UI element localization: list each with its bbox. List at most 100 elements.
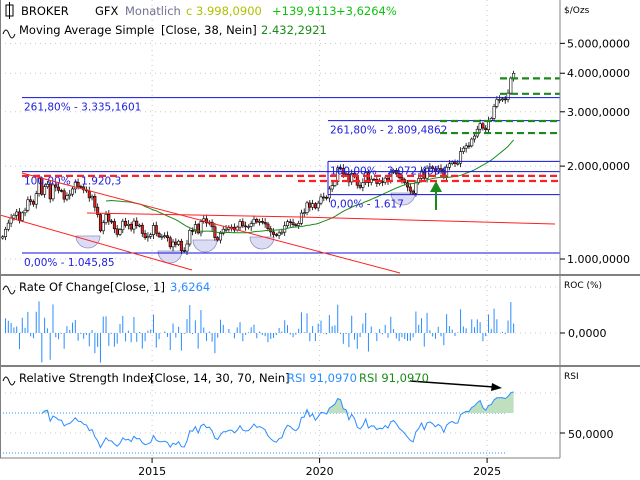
candle-down xyxy=(96,206,100,215)
rsi-arrow-icon xyxy=(491,383,502,391)
candle-down xyxy=(422,170,426,179)
rsi-value: RSI 91,0970 xyxy=(287,371,357,385)
candle-up xyxy=(249,223,253,227)
candle-down xyxy=(503,98,507,101)
candle-up xyxy=(299,212,303,224)
candle-down xyxy=(196,224,200,234)
candle-up xyxy=(478,123,482,130)
candle-up xyxy=(23,209,27,214)
candle-down xyxy=(255,218,259,223)
rsi-title: Relative Strength Index xyxy=(19,371,154,385)
candle-down xyxy=(157,232,161,237)
candle-up xyxy=(101,222,105,232)
candle-up xyxy=(160,236,164,238)
fibonacci-level-label: 100,00% - 1.920,3 xyxy=(24,176,121,188)
candle-down xyxy=(82,186,86,191)
time-tick-label: 2020 xyxy=(306,465,334,478)
candle-up xyxy=(171,241,175,248)
roc-legend: Rate Of Change [Close, 1] 3,6264 ROC (%)… xyxy=(2,280,607,340)
candle-up xyxy=(73,182,77,190)
candle-up xyxy=(280,231,284,234)
candle-up xyxy=(311,203,315,208)
candle-down xyxy=(484,127,488,130)
candle-down xyxy=(62,190,66,200)
candle-down xyxy=(313,203,317,209)
candle-up xyxy=(305,202,309,213)
indicator-icon xyxy=(2,285,16,295)
candle-down xyxy=(79,186,83,188)
candle-up xyxy=(193,224,197,232)
candle-down xyxy=(124,220,128,226)
candle-up xyxy=(68,193,72,196)
candle-down xyxy=(366,172,370,183)
candle-up xyxy=(450,161,454,165)
candle-down xyxy=(272,231,276,235)
candle-up xyxy=(37,178,41,194)
candle-down xyxy=(325,196,329,199)
axes: 1.000,0000 2.000,0000 3.000,0000 4.000,0000… xyxy=(138,37,630,478)
candle-up xyxy=(6,222,10,230)
candle-up xyxy=(297,223,301,226)
candle-down xyxy=(48,184,52,200)
candle-down xyxy=(210,221,214,228)
candle-down xyxy=(406,182,410,188)
fibonacci-level-label: 100,00% - 2.072,4954 xyxy=(330,165,448,177)
candle-down xyxy=(165,235,169,239)
symbol: BROKER xyxy=(21,4,69,18)
candle-up xyxy=(447,163,451,168)
time-tick-label: 2015 xyxy=(138,465,166,478)
roc-params: [Close, 1] xyxy=(110,280,165,294)
candle-up xyxy=(459,151,463,164)
candle-up xyxy=(4,229,8,238)
candle-up xyxy=(498,99,502,101)
candle-down xyxy=(294,224,298,226)
candle-down xyxy=(54,184,58,188)
candle-up xyxy=(126,223,130,226)
candle-down xyxy=(431,166,435,169)
candle-down xyxy=(143,233,147,239)
price-tick-label: 4.000,0000 xyxy=(567,67,630,80)
candle-down xyxy=(400,177,404,181)
candle-up xyxy=(464,145,468,149)
candle-up xyxy=(473,135,477,140)
candles xyxy=(1,70,516,255)
candle-down xyxy=(322,196,326,199)
candle-down xyxy=(168,237,172,248)
candle-up xyxy=(149,234,153,237)
candle-down xyxy=(241,221,245,227)
candle-down xyxy=(154,225,158,234)
candle-down xyxy=(274,234,278,236)
candle-up xyxy=(509,77,513,94)
candle-up xyxy=(333,181,337,186)
bottom-marker-circle xyxy=(192,239,218,253)
exchange: GFX xyxy=(95,4,119,18)
indicator-icon xyxy=(2,376,16,386)
change-percent: +3,6264% xyxy=(336,4,397,18)
candle-up xyxy=(221,228,225,234)
candle-up xyxy=(456,162,460,165)
candle-up xyxy=(495,99,499,107)
candle-up xyxy=(118,229,122,235)
rsi-tick: 50,0000 xyxy=(568,428,614,441)
candle-up xyxy=(20,212,24,221)
candle-down xyxy=(339,167,343,170)
candle-up xyxy=(188,230,192,245)
candle-down xyxy=(481,123,485,129)
candle-down xyxy=(216,237,220,241)
candle-up xyxy=(90,196,94,199)
candle-up xyxy=(199,221,203,234)
downtrend-line-lower xyxy=(0,214,193,271)
candle-down xyxy=(87,190,91,199)
candle-down xyxy=(29,199,33,202)
moving-average-line xyxy=(105,139,514,234)
candle-up xyxy=(121,220,125,231)
candle-down xyxy=(31,201,35,205)
candle-up xyxy=(224,228,228,231)
candle-up xyxy=(246,226,250,228)
candle-up xyxy=(26,199,30,211)
roc-value: 3,6264 xyxy=(170,280,210,294)
candle-up xyxy=(163,235,167,237)
candle-down xyxy=(174,241,178,245)
ma-params: [Close, 38, Nein] xyxy=(161,23,257,37)
candle-down xyxy=(467,145,471,148)
